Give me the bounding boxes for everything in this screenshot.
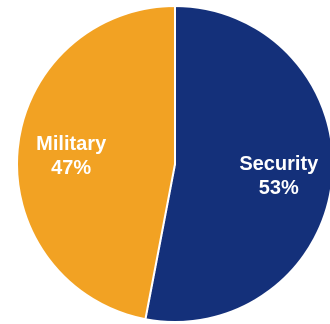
- slice-label-security: Security: [239, 153, 319, 175]
- slice-value-security: 53%: [259, 177, 299, 199]
- slice-label-military: Military: [36, 133, 107, 155]
- pie-slice-security: [144, 4, 330, 323]
- slice-value-military: 47%: [51, 157, 91, 179]
- pie-slice-military: [16, 4, 176, 321]
- slices-layer: [16, 4, 330, 323]
